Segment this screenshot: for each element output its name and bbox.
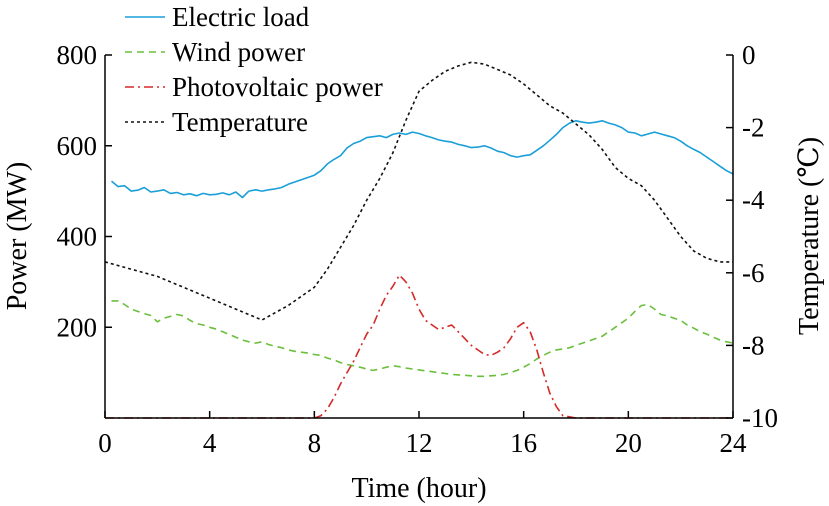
series-line-temperature: [104, 61, 733, 321]
y-right-tick-label: -4: [742, 185, 765, 215]
x-tick-label: 4: [203, 428, 217, 458]
series-line-wind-power: [111, 300, 734, 378]
series-line-electric-load: [110, 120, 734, 199]
legend-label-electric-load: Electric load: [172, 2, 310, 32]
x-tick-label: 12: [406, 428, 433, 458]
legend: Electric load Wind power Photovoltaic powe…: [125, 2, 383, 137]
y-axis-right-label: Temperature (℃): [794, 137, 825, 335]
y-left-tick-label: 600: [57, 131, 98, 161]
y-left-tick-label: 400: [57, 222, 98, 252]
legend-label-temperature: Temperature: [172, 107, 308, 137]
x-tick-label: 0: [98, 428, 112, 458]
ticks-layer: 0 4 8 12 16 20 24 200 400 600 800 0 -2 -4 -6 -8 -10: [57, 40, 779, 458]
y-right-tick-label: -10: [742, 403, 778, 433]
y-left-tick-label: 200: [57, 312, 98, 342]
x-tick-label: 8: [308, 428, 322, 458]
x-tick-label: 20: [615, 428, 642, 458]
y-right-tick-label: -6: [742, 258, 765, 288]
y-right-tick-label: -8: [742, 330, 765, 360]
legend-label-wind-power: Wind power: [172, 37, 305, 67]
x-tick-label: 16: [510, 428, 537, 458]
y-axis-left-label: Power (MW): [2, 162, 33, 311]
series-line-photovoltaic-power: [105, 274, 733, 419]
y-left-tick-label: 800: [57, 40, 98, 70]
legend-label-photovoltaic-power: Photovoltaic power: [172, 72, 383, 102]
series-layer: [104, 61, 734, 419]
y-right-tick-label: 0: [742, 40, 756, 70]
y-right-tick-label: -2: [742, 113, 765, 143]
x-axis-label: Time (hour): [351, 473, 486, 504]
x-tick-label: 24: [720, 428, 748, 458]
